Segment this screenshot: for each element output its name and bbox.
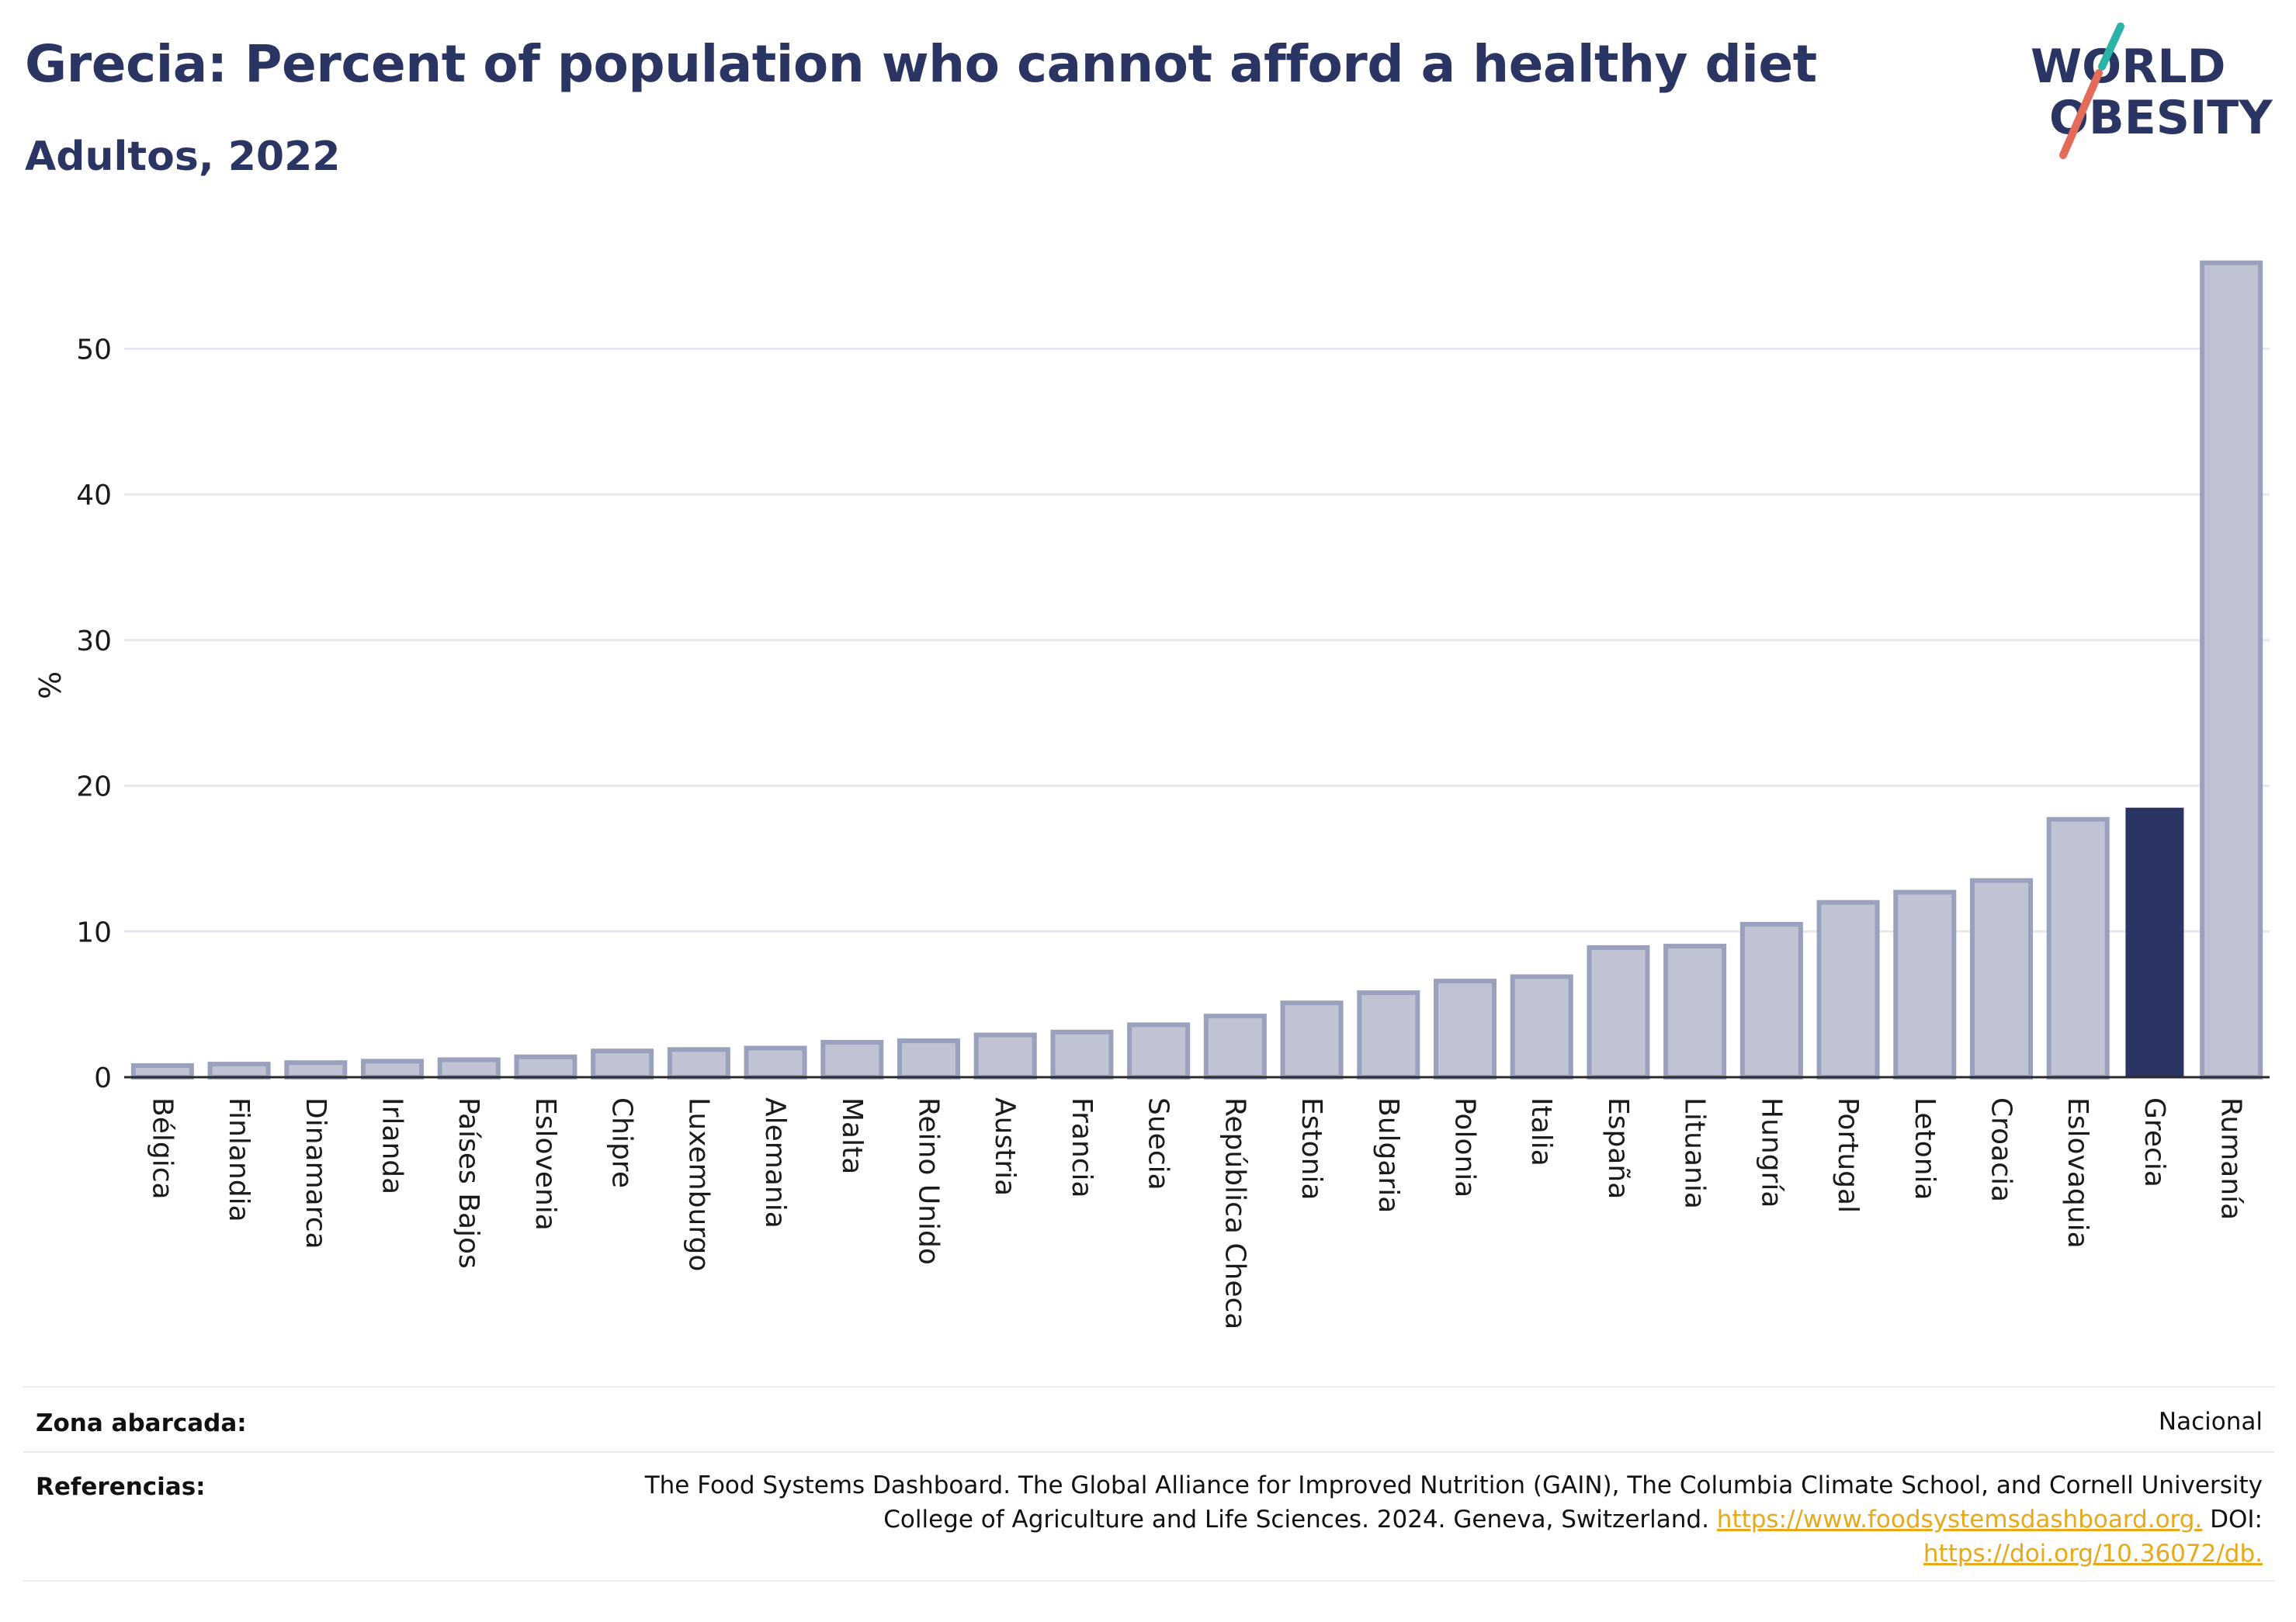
bar-croacia[interactable] xyxy=(1969,878,2034,1080)
x-tick-label: Rumanía xyxy=(2215,1097,2247,1220)
bar-finlandia[interactable] xyxy=(207,1062,271,1080)
bar-irlanda[interactable] xyxy=(360,1059,425,1080)
dashboard-link[interactable]: https://www.foodsystemsdashboard.org. xyxy=(1716,1506,2203,1534)
footer-divider-mid xyxy=(23,1451,2274,1453)
x-tick-label: Estonia xyxy=(1295,1097,1327,1201)
y-tick-label: 20 xyxy=(76,771,112,803)
chart-subtitle: Adultos, 2022 xyxy=(25,133,341,180)
y-tick-label: 10 xyxy=(76,917,112,948)
bar-grecia[interactable] xyxy=(2125,807,2184,1077)
x-tick-label: Suecia xyxy=(1143,1097,1174,1191)
bar-eslovaquia[interactable] xyxy=(2046,816,2110,1080)
logo-slash-red xyxy=(2059,69,2103,159)
bar-república-checa[interactable] xyxy=(1203,1014,1267,1080)
x-tick-label: Eslovaquia xyxy=(2062,1097,2093,1249)
x-tick-label: Luxemburgo xyxy=(682,1097,714,1271)
bar-italia[interactable] xyxy=(1510,974,1573,1080)
y-tick-labels: 0 10 20 30 40 50 xyxy=(76,334,112,1094)
bar-bélgica[interactable] xyxy=(130,1062,194,1080)
doi-label: DOI: xyxy=(2210,1506,2263,1534)
references-line2: College of Agriculture and Life Sciences… xyxy=(645,1502,2263,1537)
bar-letonia[interactable] xyxy=(1893,889,1957,1080)
bar-rumanía[interactable] xyxy=(2200,260,2263,1080)
bar-eslovenia[interactable] xyxy=(514,1054,577,1080)
references-line3: https://doi.org/10.36072/db. xyxy=(645,1537,2263,1571)
bar-estonia[interactable] xyxy=(1280,1000,1344,1080)
x-tick-label: Lituania xyxy=(1679,1097,1711,1209)
x-tick-label: Chipre xyxy=(606,1097,638,1188)
y-axis-label: % xyxy=(33,671,68,699)
references-label: Referencias: xyxy=(36,1473,206,1501)
bar-reino-unido[interactable] xyxy=(897,1038,961,1080)
references-line2-text: College of Agriculture and Life Sciences… xyxy=(883,1506,1709,1534)
x-tick-label: Hungría xyxy=(1755,1097,1787,1208)
x-tick-label: Eslovenia xyxy=(529,1097,561,1231)
x-tick-labels: Bélgica Finlandia Dinamarca Irlanda Países B… xyxy=(146,1097,2246,1329)
footer-divider-top xyxy=(23,1386,2274,1388)
x-tick-label: República Checa xyxy=(1219,1097,1250,1329)
gridlines xyxy=(124,347,2270,933)
bar-polonia[interactable] xyxy=(1433,979,1497,1080)
x-tick-label: Países Bajos xyxy=(453,1097,484,1269)
bar-alemania[interactable] xyxy=(744,1045,807,1080)
bar-portugal[interactable] xyxy=(1816,899,1880,1080)
bar-países-bajos[interactable] xyxy=(437,1057,501,1080)
references-text: The Food Systems Dashboard. The Global A… xyxy=(645,1468,2263,1571)
x-tick-label: Reino Unido xyxy=(913,1097,945,1265)
coverage-label: Zona abarcada: xyxy=(36,1409,247,1437)
references-line1: The Food Systems Dashboard. The Global A… xyxy=(644,1471,2263,1499)
bar-malta[interactable] xyxy=(820,1039,884,1080)
logo-line1: WORLD xyxy=(2031,40,2225,94)
x-tick-label: Dinamarca xyxy=(300,1097,331,1249)
bar-bulgaria[interactable] xyxy=(1357,990,1420,1080)
x-tick-label: Francia xyxy=(1066,1097,1098,1198)
bar-chart: 0 10 20 30 40 50 Bélgica Finlandia Dinamarca Irl… xyxy=(33,260,2270,1329)
x-tick-label: Grecia xyxy=(2138,1097,2170,1187)
y-tick-label: 50 xyxy=(76,334,112,366)
x-tick-label: España xyxy=(1602,1097,1634,1199)
bar-lituania[interactable] xyxy=(1663,944,1727,1080)
bar-dinamarca[interactable] xyxy=(284,1060,348,1080)
x-tick-label: Bélgica xyxy=(146,1097,178,1200)
x-tick-label: Bulgaria xyxy=(1372,1097,1404,1213)
footer-divider-bottom xyxy=(23,1580,2274,1582)
bar-luxemburgo[interactable] xyxy=(667,1047,730,1080)
bar-suecia[interactable] xyxy=(1127,1022,1191,1080)
world-obesity-logo: WORLD OBESITY xyxy=(2031,23,2273,159)
x-tick-label: Finlandia xyxy=(223,1097,255,1222)
x-tick-label: Croacia xyxy=(1986,1097,2017,1202)
coverage-value: Nacional xyxy=(2158,1408,2263,1436)
x-tick-label: Malta xyxy=(836,1097,868,1174)
doi-link[interactable]: https://doi.org/10.36072/db. xyxy=(1923,1540,2263,1568)
bars xyxy=(130,260,2263,1080)
x-tick-label: Portugal xyxy=(1832,1097,1864,1213)
bar-austria[interactable] xyxy=(973,1032,1037,1080)
x-tick-label: Polonia xyxy=(1449,1097,1481,1197)
bar-españa[interactable] xyxy=(1587,944,1650,1080)
y-tick-label: 0 xyxy=(94,1062,112,1094)
x-tick-label: Austria xyxy=(989,1097,1021,1196)
x-tick-label: Italia xyxy=(1525,1097,1557,1166)
x-tick-label: Alemania xyxy=(759,1097,791,1229)
y-tick-label: 40 xyxy=(76,480,112,511)
x-tick-label: Irlanda xyxy=(376,1097,408,1194)
bar-francia[interactable] xyxy=(1050,1029,1114,1080)
chart-title: Grecia: Percent of population who cannot… xyxy=(25,34,1817,94)
x-tick-label: Letonia xyxy=(1909,1097,1941,1201)
bar-chipre[interactable] xyxy=(591,1048,654,1080)
logo-slash-teal xyxy=(2098,23,2124,71)
y-tick-label: 30 xyxy=(76,626,112,657)
bar-hungría[interactable] xyxy=(1739,921,1803,1080)
